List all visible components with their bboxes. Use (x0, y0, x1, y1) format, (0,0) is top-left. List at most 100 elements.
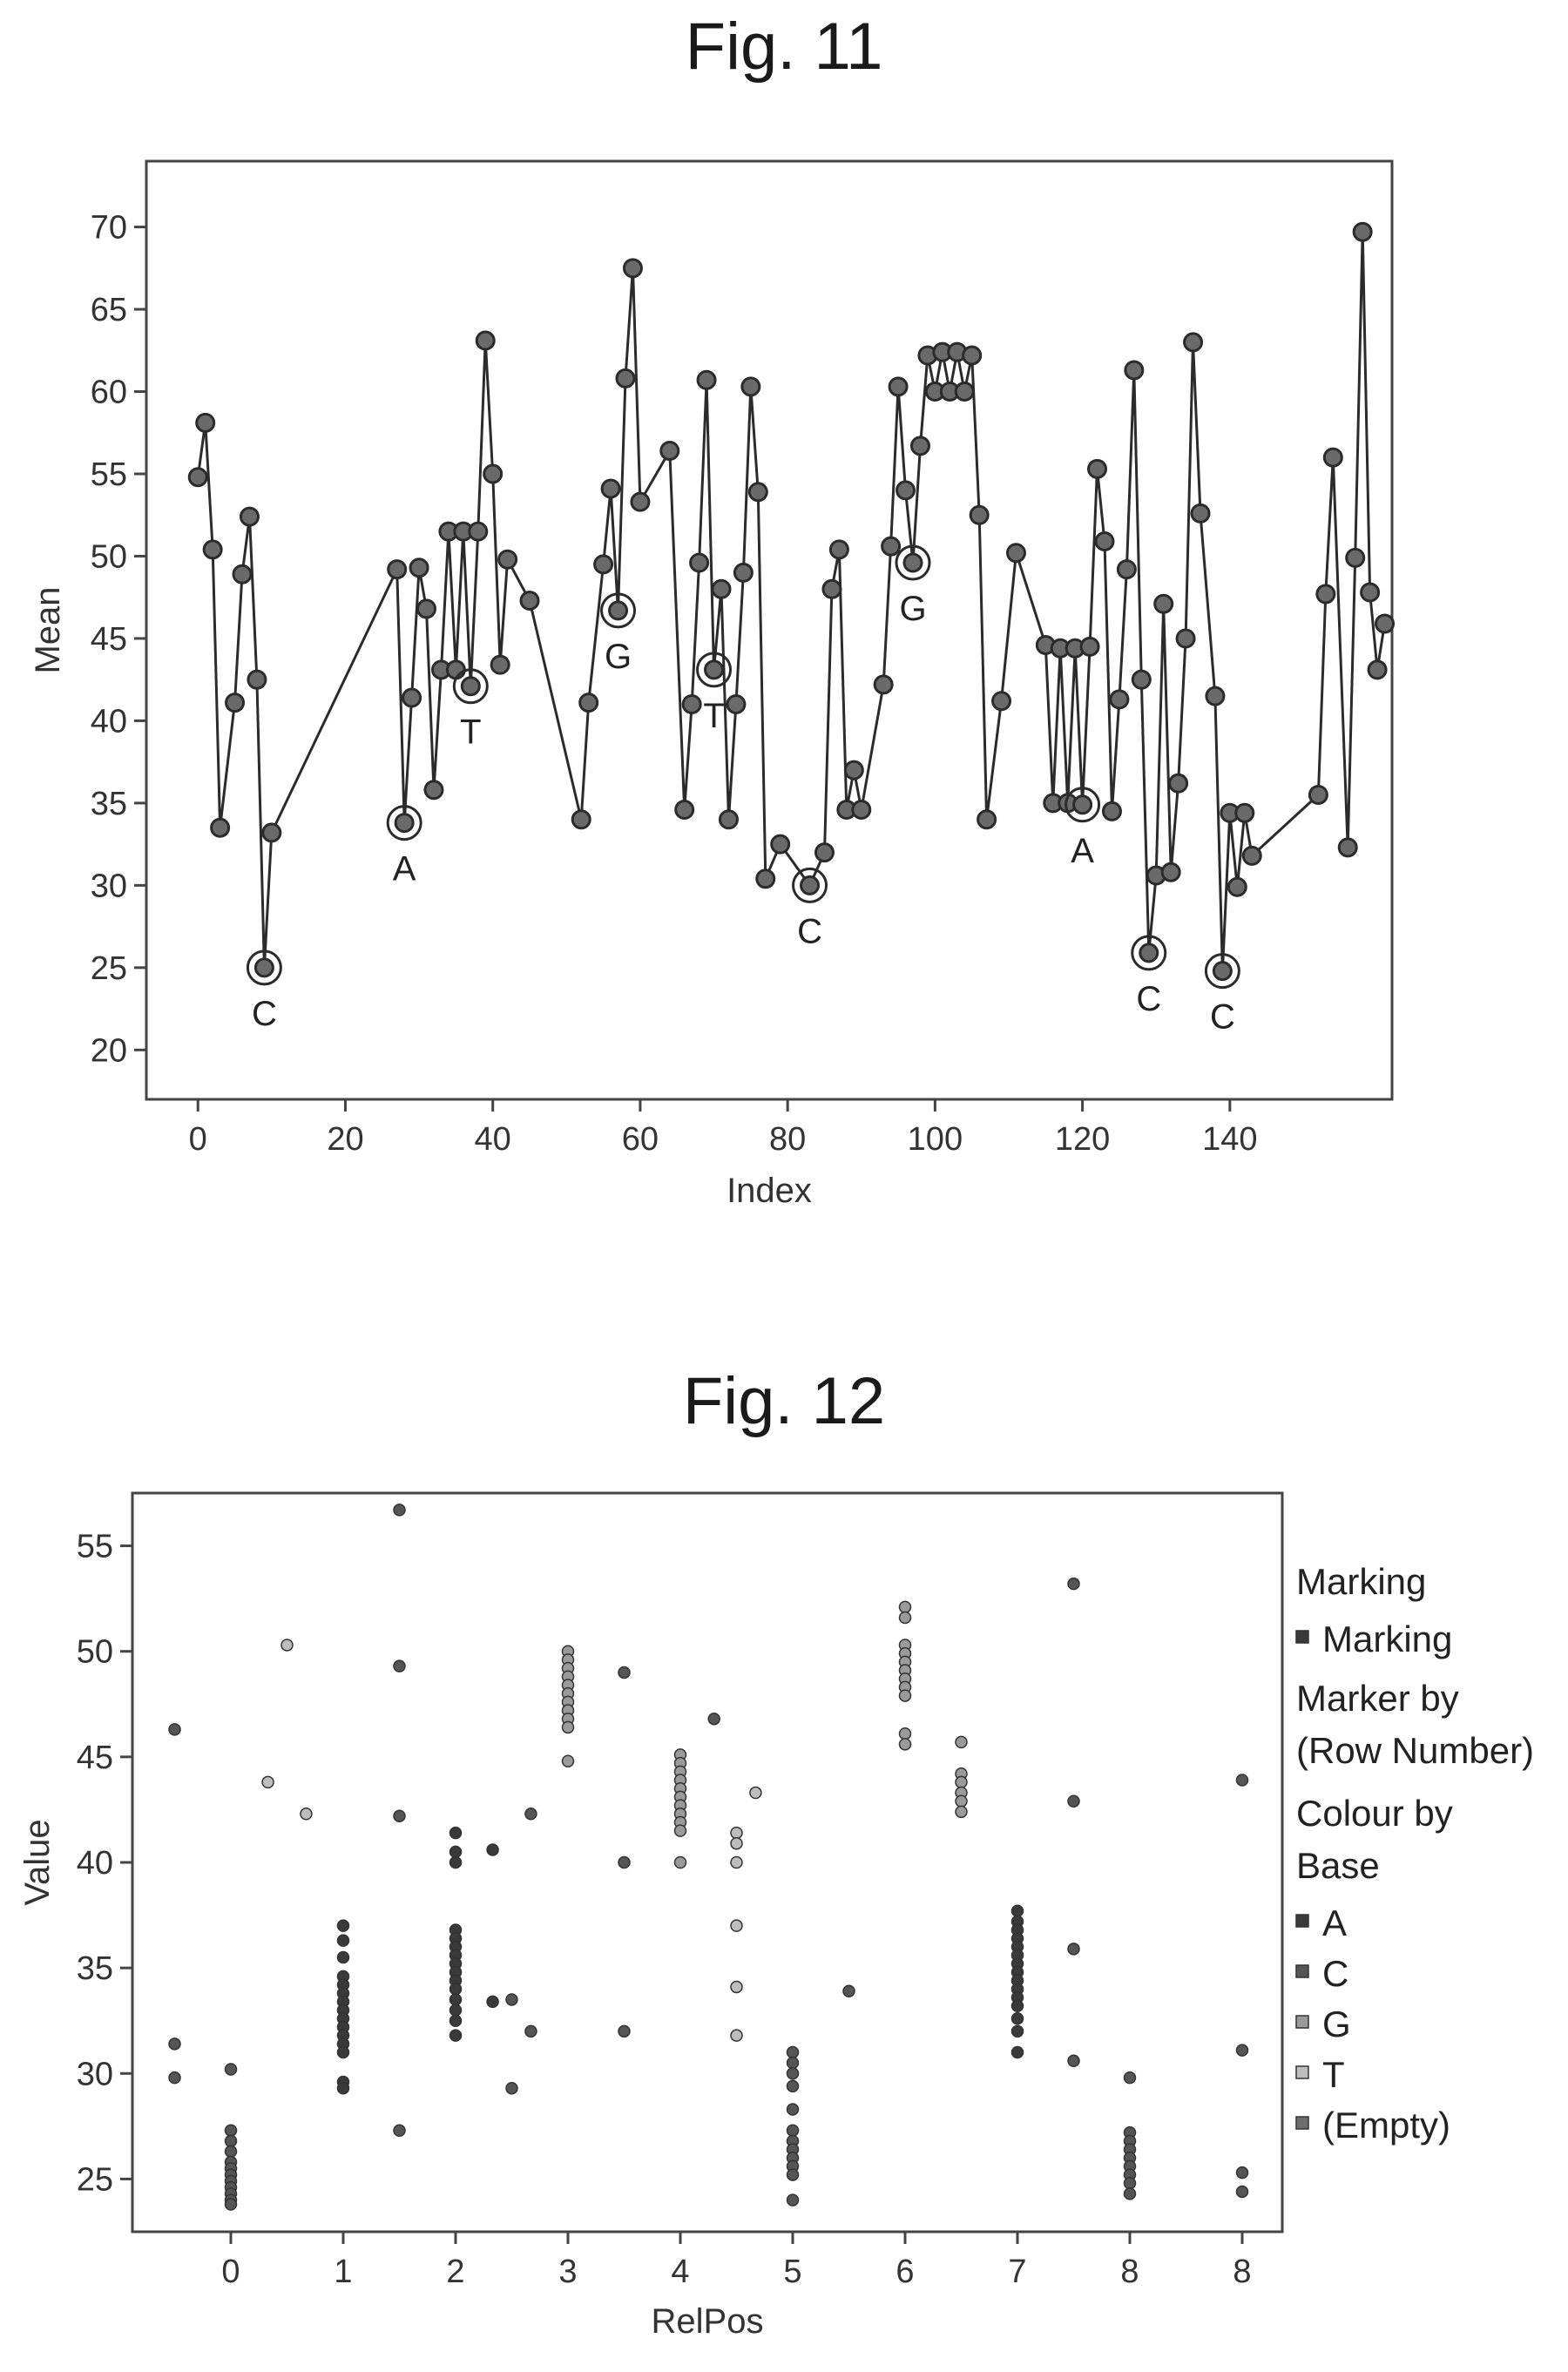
fig11-data-point (1367, 659, 1388, 680)
fig12-data-point (1067, 2054, 1080, 2067)
fig11-x-tick-label: 80 (769, 1121, 806, 1158)
fig11-y-tick-label: 20 (91, 1032, 127, 1069)
fig11-x-axis-label: Index (727, 1172, 812, 1210)
fig11-data-point (1131, 669, 1152, 690)
fig12-data-point (1010, 2024, 1024, 2038)
fig12-data-point (955, 1794, 968, 1808)
fig11-x-tick-label: 60 (622, 1121, 659, 1158)
fig11-data-point (1087, 458, 1108, 479)
fig12-data-point (1235, 2185, 1249, 2199)
fig12-data-point (449, 2004, 463, 2017)
fig11-data-point (1160, 862, 1181, 882)
fig11-data-point (689, 552, 710, 573)
fig12-data-point (393, 1504, 406, 1517)
fig11-data-point (902, 552, 923, 573)
fig12-data-point (618, 2024, 631, 2038)
fig11-data-point (1094, 530, 1115, 551)
fig11-data-point (800, 875, 821, 895)
fig11-data-point (608, 600, 629, 621)
fig11-x-tick-label: 140 (1202, 1121, 1257, 1158)
fig11-data-point (747, 482, 768, 503)
fig11-data-point (733, 562, 754, 583)
fig11-annotation-label: C (252, 995, 277, 1033)
fig11-data-point (896, 480, 916, 501)
fig12-data-point (1067, 1577, 1080, 1591)
fig12-y-tick-label: 30 (77, 2056, 113, 2092)
fig11-data-point (210, 817, 231, 838)
fig12-data-point (280, 1639, 294, 1652)
fig12-plot-frame (131, 1491, 1284, 2233)
fig11-data-point (681, 694, 702, 715)
fig11-data-point (1116, 559, 1137, 580)
fig11-data-point (1183, 332, 1204, 353)
fig12-data-point (168, 2037, 181, 2051)
fig12-data-point (730, 1826, 743, 1840)
legend-swatch (1295, 2116, 1309, 2130)
fig11-data-point (187, 467, 208, 488)
fig11-data-point (1352, 221, 1373, 242)
fig11-data-point (519, 590, 540, 611)
fig12-data-point (336, 1950, 350, 1964)
fig11-data-point (475, 330, 496, 351)
fig12-data-point (1235, 2044, 1249, 2057)
fig12-data-point (393, 1809, 406, 1822)
fig11-data-point (253, 957, 274, 978)
fig11-annotation-label: T (460, 713, 481, 752)
fig12-data-point (730, 1855, 743, 1869)
fig11-annotation-label: G (605, 638, 632, 676)
fig12-data-point (168, 2071, 181, 2085)
fig12-data-point (749, 1786, 762, 1800)
fig11-data-point (1153, 593, 1174, 614)
fig11-data-point (394, 813, 415, 834)
fig12-x-tick-label: 3 (558, 2254, 577, 2290)
fig11-data-point (873, 674, 894, 695)
fig12-data-point (1123, 2187, 1137, 2200)
fig11-data-point (740, 376, 761, 397)
fig11-annotation-label: C (797, 912, 822, 950)
fig11-data-point (1168, 773, 1189, 794)
legend-entry: Colour by (1296, 1793, 1453, 1834)
fig11-annotation-label: G (899, 590, 926, 628)
fig12-data-point (393, 2124, 406, 2137)
legend-entry: A (1322, 1902, 1347, 1943)
legend-entry: Marking (1296, 1561, 1426, 1602)
fig12-data-point (786, 2124, 800, 2137)
legend-entry: Base (1296, 1845, 1380, 1886)
fig12-data-point (898, 1600, 912, 1614)
fig12-data-point (898, 1611, 912, 1625)
fig12-data-point (786, 2067, 800, 2080)
fig11-data-point (1315, 584, 1336, 605)
fig11-data-point (755, 868, 776, 889)
fig11-data-point (1360, 582, 1381, 603)
fig12-x-tick-label: 5 (783, 2254, 801, 2290)
fig11-annotation-label: T (703, 697, 724, 735)
fig11-data-point (1375, 613, 1396, 634)
fig12-data-point (449, 2014, 463, 2027)
fig11-y-tick-label: 25 (91, 950, 127, 987)
fig11-data-point (770, 834, 791, 855)
fig12-data-point (505, 1993, 518, 2006)
fig11-data-point (483, 463, 504, 484)
fig12-data-point (898, 1738, 912, 1751)
fig11-data-point (977, 809, 997, 830)
fig12-data-point (707, 1712, 720, 1726)
fig12-data-point (449, 1826, 463, 1840)
fig12-data-point (486, 1995, 499, 2009)
fig11-highlight-ring (452, 668, 489, 705)
fig11-data-point (969, 504, 990, 525)
fig12-data-point (224, 2134, 238, 2148)
legend-swatch (1295, 1914, 1309, 1928)
fig12-y-tick-label: 55 (77, 1529, 113, 1565)
fig11-data-point (909, 436, 930, 456)
fig12-data-point (730, 1836, 743, 1850)
fig11-data-point (593, 554, 614, 575)
fig11-data-point (704, 659, 725, 680)
fig11-annotation-label: C (1210, 998, 1235, 1037)
fig11-data-point (402, 687, 422, 708)
fig11-series-line (196, 232, 1386, 971)
legend-entry: (Row Number) (1296, 1730, 1534, 1771)
fig11-highlight-ring (600, 592, 637, 629)
fig12-data-point (1010, 2012, 1024, 2025)
fig12-data-point (786, 2103, 800, 2116)
